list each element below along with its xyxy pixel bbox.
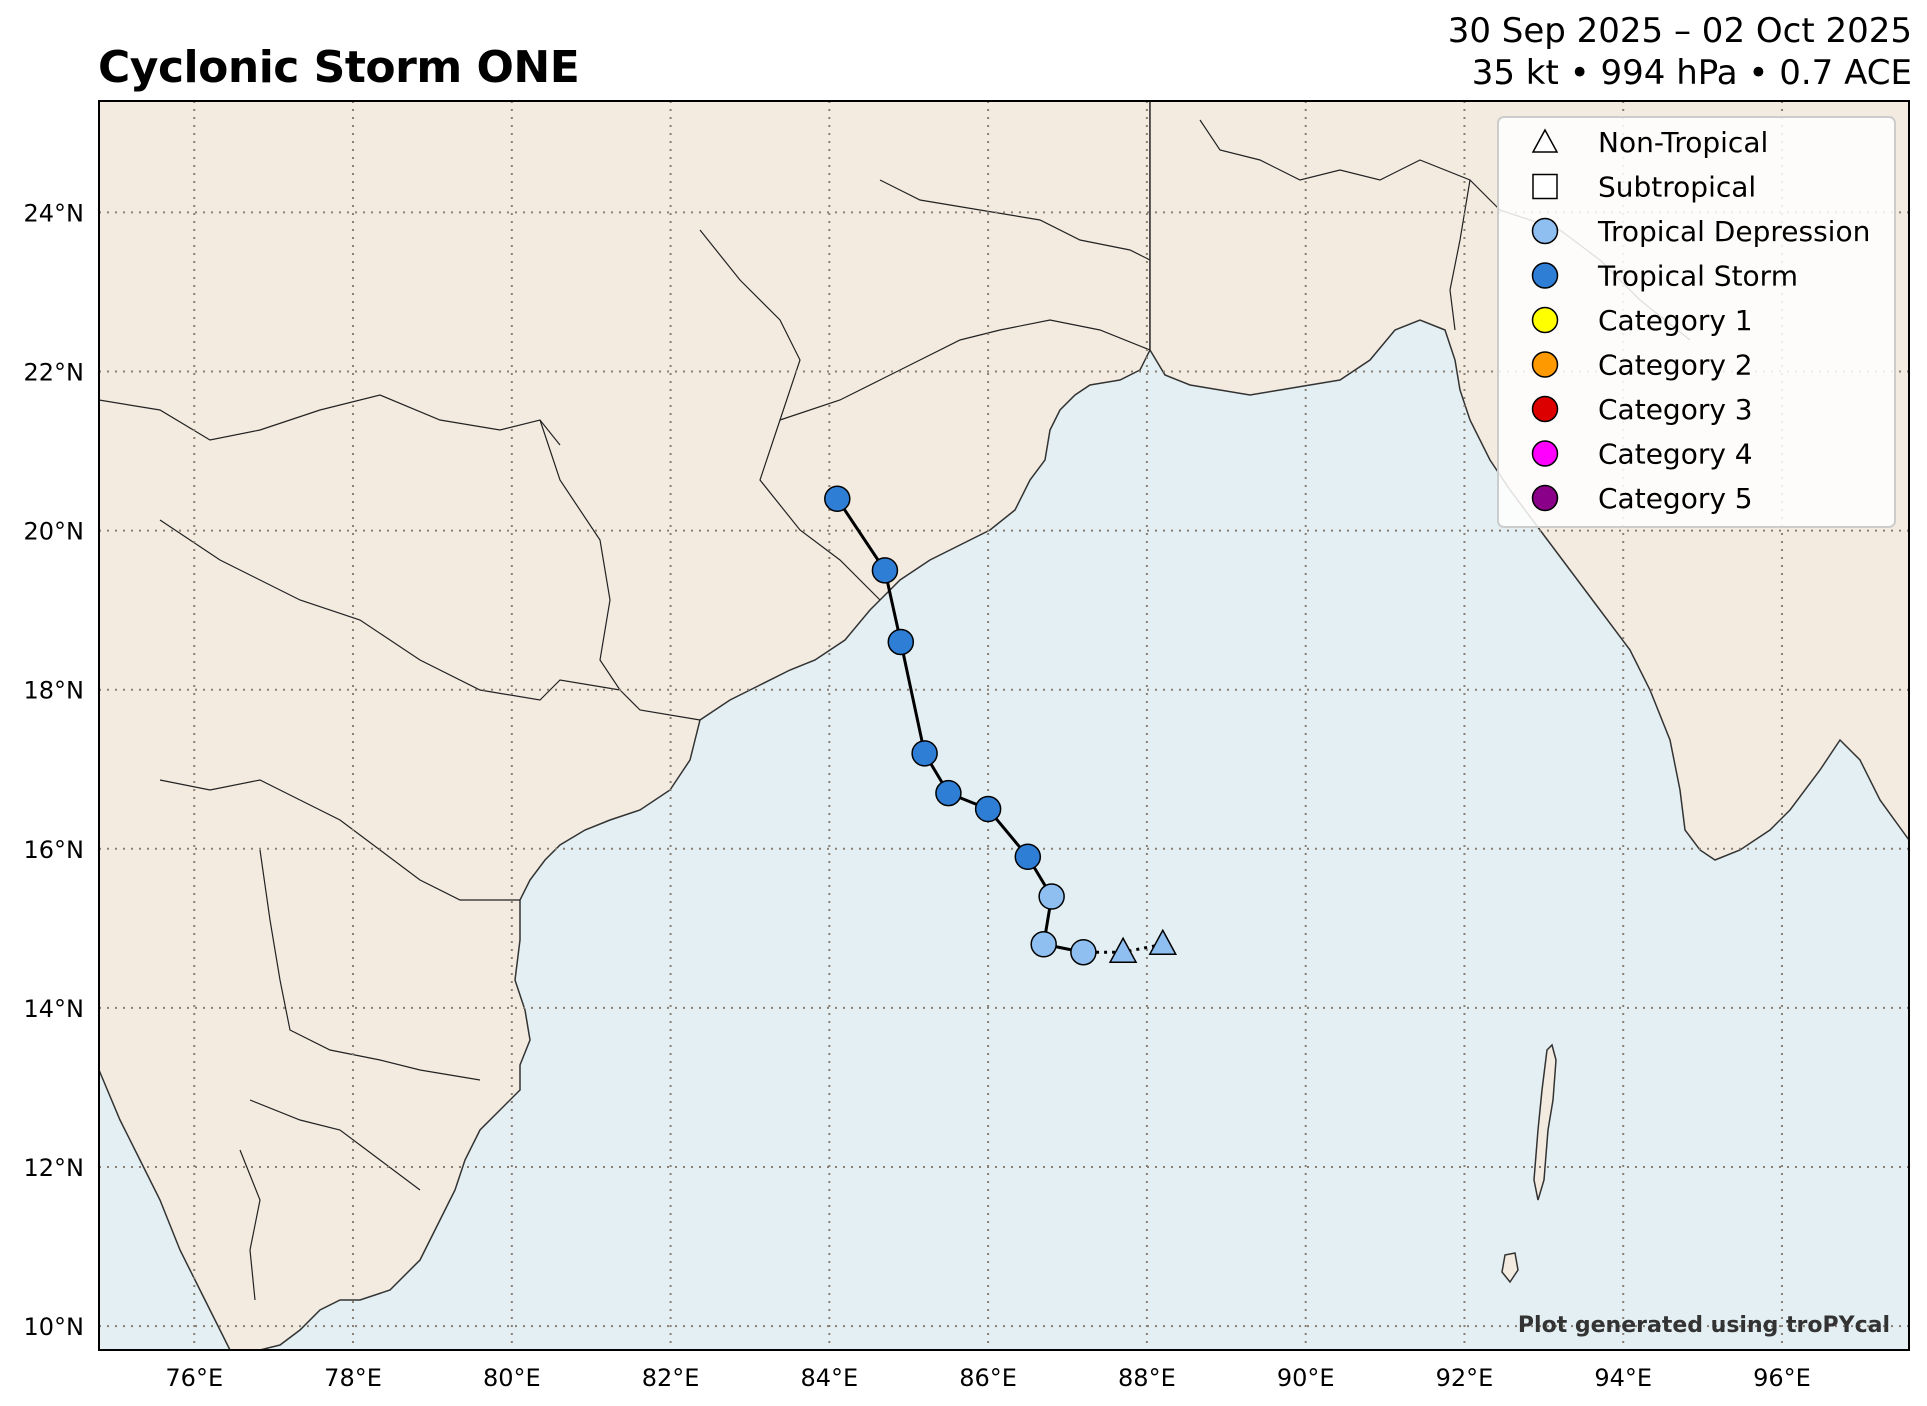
track-segment [836, 497, 887, 572]
lon-tick-label: 92°E [1436, 1364, 1494, 1392]
lat-axis-labels: 10°N 12°N 14°N 16°N 18°N 20°N 22°N 24°N [24, 199, 85, 1341]
legend-marker-category-5 [1531, 484, 1559, 512]
lon-tick-label: 78°E [324, 1364, 382, 1392]
legend-label-subtropical: Subtropical [1598, 171, 1756, 204]
legend-label-category-2: Category 2 [1598, 349, 1753, 382]
track-point-tropical-storm [1014, 843, 1042, 871]
legend-label-category-5: Category 5 [1598, 482, 1753, 515]
lon-tick-label: 80°E [483, 1364, 541, 1392]
track-point-tropical-storm [871, 557, 899, 584]
legend-label-category-1: Category 1 [1598, 304, 1753, 337]
date-range: 30 Sep 2025 – 02 Oct 2025 [1447, 11, 1912, 51]
lat-tick-label: 16°N [24, 836, 85, 864]
legend-box [1497, 116, 1896, 528]
map-legend: Non-Tropical Subtropical Tropical Depressi… [1497, 116, 1896, 528]
track-point-tropical-storm [911, 740, 938, 767]
lat-tick-label: 10°N [24, 1313, 85, 1341]
track-point-tropical-storm [824, 485, 851, 513]
lon-tick-label: 86°E [959, 1364, 1017, 1392]
lon-tick-label: 84°E [800, 1364, 858, 1392]
little-andaman-island [1501, 1252, 1519, 1284]
track-point-non-tropical [1148, 928, 1178, 956]
legend-marker-tropical-storm [1531, 262, 1559, 289]
andaman-islands [1533, 1043, 1557, 1201]
lat-tick-label: 24°N [24, 199, 85, 227]
lat-tick-label: 20°N [24, 518, 85, 546]
lat-lon-grid [99, 101, 1909, 1350]
legend-marker-non-tropical [1531, 128, 1559, 153]
track-point-non-tropical [1108, 936, 1138, 963]
track-point-tropical-storm [887, 628, 915, 656]
lon-tick-label: 90°E [1277, 1364, 1335, 1392]
legend-label-tropical-depression: Tropical Depression [1597, 215, 1870, 248]
track-point-tropical-storm [974, 795, 1002, 823]
legend-label-category-3: Category 3 [1598, 393, 1753, 426]
legend-marker-category-1 [1531, 306, 1559, 334]
lat-tick-label: 18°N [24, 677, 85, 705]
lat-tick-label: 22°N [24, 358, 85, 386]
lon-tick-label: 82°E [642, 1364, 700, 1392]
track-point-tropical-storm [935, 779, 962, 807]
storm-summary: 30 Sep 2025 – 02 Oct 2025 35 kt • 994 hP… [1448, 10, 1912, 94]
track-point-tropical-depression [1070, 938, 1097, 966]
track-point-tropical-depression [1030, 931, 1057, 958]
state-borders [99, 119, 1691, 1301]
legend-marker-category-4 [1531, 440, 1559, 467]
legend-label-category-4: Category 4 [1598, 438, 1753, 471]
india-landmass [99, 101, 1151, 1350]
lon-tick-label: 88°E [1118, 1364, 1176, 1392]
track-point-tropical-depression [1038, 883, 1065, 910]
storm-track-points [824, 485, 1178, 966]
legend-marker-tropical-depression [1531, 217, 1559, 245]
lon-axis-labels: 76°E 78°E 80°E 82°E 84°E 86°E 88°E 90°E 92°E 94°E… [165, 1364, 1810, 1392]
map-frame [98, 100, 1910, 1351]
storm-stats: 35 kt • 994 hPa • 0.7 ACE [1471, 53, 1912, 93]
legend-marker-category-2 [1531, 351, 1559, 378]
lat-tick-label: 14°N [24, 995, 85, 1023]
track-segment [899, 641, 927, 754]
lon-tick-label: 96°E [1753, 1364, 1811, 1392]
plot-credit: Plot generated using troPYcal [1518, 1313, 1890, 1338]
legend-label-non-tropical: Non-Tropical [1598, 126, 1768, 159]
map-title: Cyclonic Storm ONE [98, 42, 580, 93]
legend-marker-subtropical [1532, 173, 1558, 200]
legend-label-tropical-storm: Tropical Storm [1597, 260, 1798, 293]
legend-marker-category-3 [1531, 395, 1559, 423]
lon-tick-label: 76°E [165, 1364, 223, 1392]
lon-tick-label: 94°E [1594, 1364, 1652, 1392]
lat-tick-label: 12°N [24, 1154, 85, 1182]
